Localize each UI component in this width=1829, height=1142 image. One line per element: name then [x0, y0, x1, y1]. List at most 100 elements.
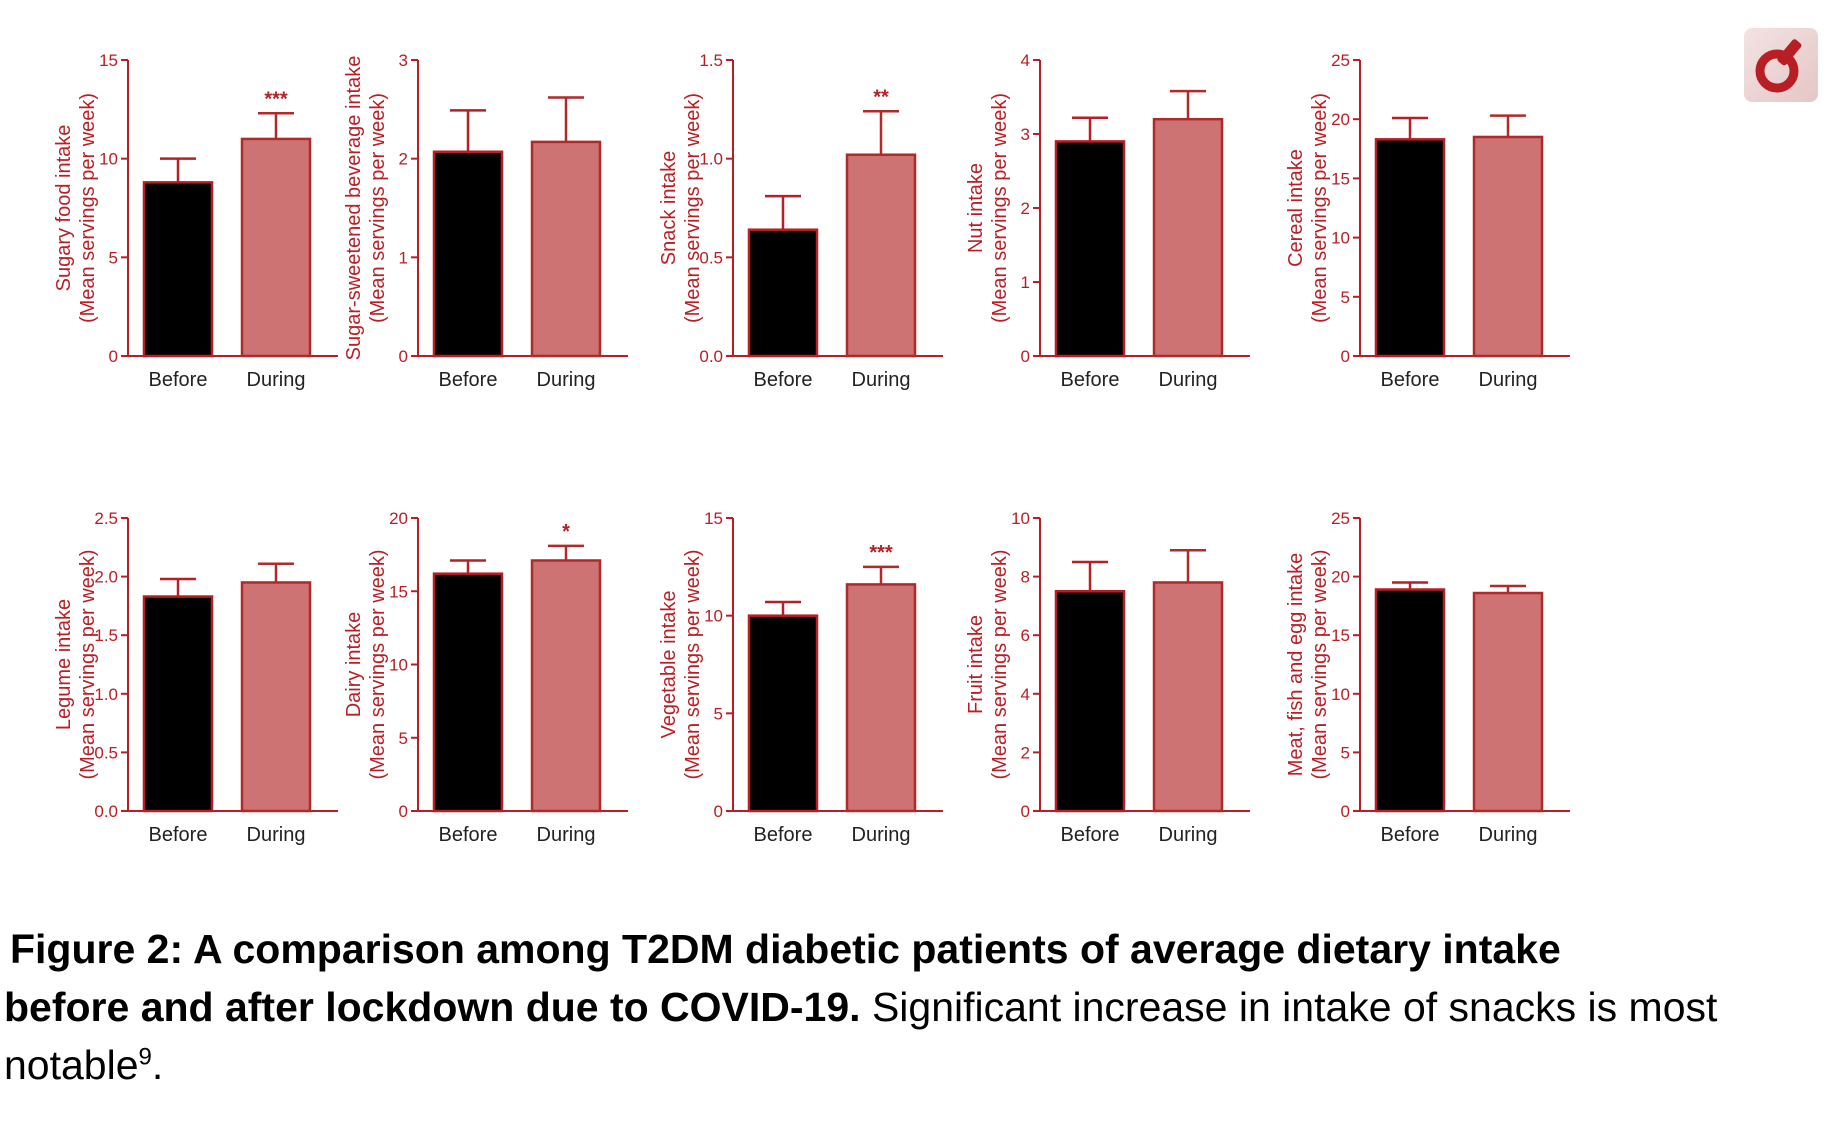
- y-tick-label: 20: [389, 509, 408, 528]
- bar-before: [142, 181, 214, 358]
- y-tick-label: 6: [1021, 626, 1030, 645]
- chart-panel-5: 0 5 10 15 20 25 Cereal intake (Mean servings pe…: [1285, 51, 1570, 391]
- bar-before: [747, 228, 819, 358]
- y-tick-label: 0: [1341, 802, 1350, 821]
- x-tick-label: During: [247, 824, 306, 846]
- y-tick-label: 10: [704, 607, 723, 626]
- bar-during: [845, 583, 917, 813]
- y-axis-label: Sugar-sweetened beverage intake: [343, 56, 365, 361]
- y-tick-label: 15: [389, 582, 408, 601]
- y-axis-label: Fruit intake: [965, 615, 987, 714]
- bar-during: [530, 559, 602, 813]
- y-tick-label: 15: [1331, 626, 1350, 645]
- bar-during: [1472, 135, 1544, 358]
- x-tick-label: Before: [149, 824, 208, 846]
- chart-panel-1: 0 5 10 15 Sugary food intake (Mean servings p…: [53, 51, 338, 391]
- bar-before: [747, 614, 819, 813]
- y-tick-label: 25: [1331, 51, 1350, 70]
- y-tick-label: 1: [399, 248, 408, 267]
- journal-logo-icon: [1755, 39, 1802, 93]
- bar-before: [432, 150, 504, 358]
- y-tick-label: 10: [1011, 509, 1030, 528]
- y-tick-label: 0.5: [699, 248, 723, 267]
- y-tick-label: 15: [1331, 169, 1350, 188]
- y-tick-label: 1: [1021, 273, 1030, 292]
- y-tick-label: 1.0: [699, 150, 723, 169]
- y-axis-label-units: (Mean servings per week): [989, 93, 1011, 323]
- y-tick-label: 5: [399, 729, 408, 748]
- bar-during: [530, 140, 602, 358]
- x-tick-label: Before: [754, 824, 813, 846]
- x-tick-label: During: [537, 824, 596, 846]
- bar-during: [240, 581, 312, 813]
- x-tick-label: Before: [1061, 369, 1120, 391]
- significance-marker: ***: [869, 542, 893, 564]
- figure-caption: Figure 2: A comparison among T2DM diabet…: [4, 920, 1819, 1094]
- y-axis-label-units: (Mean servings per week): [77, 549, 99, 779]
- y-tick-label: 0.5: [94, 743, 118, 762]
- y-tick-label: 2.5: [94, 509, 118, 528]
- y-tick-label: 5: [714, 704, 723, 723]
- y-axis-label: Legume intake: [53, 599, 75, 730]
- y-axis-label-units: (Mean servings per week): [367, 549, 389, 779]
- y-axis-label-units: (Mean servings per week): [1309, 549, 1331, 779]
- bar-before: [1374, 138, 1446, 358]
- y-axis-label: Nut intake: [965, 163, 987, 253]
- x-tick-label: During: [1159, 369, 1218, 391]
- y-tick-label: 10: [99, 150, 118, 169]
- chart-panel-2: 0 1 2 3 Sugar-sweetened beverage intake (Mean…: [343, 51, 628, 391]
- y-axis-label: Sugary food intake: [53, 125, 75, 292]
- y-tick-label: 0: [1021, 347, 1030, 366]
- bar-during: [1472, 591, 1544, 813]
- bar-before: [432, 572, 504, 813]
- y-tick-label: 2.0: [94, 568, 118, 587]
- y-axis-label: Dairy intake: [343, 612, 365, 718]
- y-tick-label: 0.0: [94, 802, 118, 821]
- y-tick-label: 1.5: [94, 626, 118, 645]
- x-tick-label: Before: [149, 369, 208, 391]
- y-tick-label: 5: [1341, 743, 1350, 762]
- x-tick-label: During: [1159, 824, 1218, 846]
- caption-text: Significant increase in intake of snacks…: [4, 984, 1718, 1088]
- y-tick-label: 5: [1341, 288, 1350, 307]
- bar-during: [240, 137, 312, 358]
- journal-logo: [1744, 28, 1818, 102]
- y-tick-label: 4: [1021, 51, 1030, 70]
- y-tick-label: 0: [1021, 802, 1030, 821]
- y-axis-label-units: (Mean servings per week): [682, 549, 704, 779]
- chart-panel-8: 0 5 10 15 Vegetable intake (Mean servings per…: [658, 509, 943, 846]
- y-tick-label: 3: [1021, 125, 1030, 144]
- y-tick-label: 2: [1021, 743, 1030, 762]
- y-tick-label: 10: [1331, 229, 1350, 248]
- x-tick-label: Before: [1381, 824, 1440, 846]
- caption-title-line1: Figure 2: A comparison among T2DM diabet…: [10, 926, 1561, 972]
- y-tick-label: 10: [1331, 685, 1350, 704]
- x-tick-label: During: [537, 369, 596, 391]
- bar-before: [142, 595, 214, 813]
- y-axis-label-units: (Mean servings per week): [989, 549, 1011, 779]
- x-tick-label: Before: [754, 369, 813, 391]
- bar-during: [1152, 581, 1224, 813]
- bar-during: [1152, 117, 1224, 358]
- bar-before: [1054, 590, 1126, 813]
- y-axis-label-units: (Mean servings per week): [1309, 93, 1331, 323]
- x-tick-label: Before: [439, 824, 498, 846]
- x-tick-label: During: [852, 824, 911, 846]
- bar-before: [1374, 588, 1446, 813]
- y-tick-label: 15: [99, 51, 118, 70]
- y-tick-label: 8: [1021, 568, 1030, 587]
- chart-panel-7: 0 5 10 15 20 Dairy intake (Mean servings per w…: [343, 509, 628, 846]
- caption-title-line2: before and after lockdown due to COVID-1…: [4, 984, 861, 1030]
- caption-reference: 9: [138, 1043, 152, 1071]
- y-axis-label-units: (Mean servings per week): [367, 93, 389, 323]
- y-axis-label: Vegetable intake: [658, 591, 680, 739]
- y-tick-label: 0.0: [699, 347, 723, 366]
- chart-panel-10: 0 5 10 15 20 25 Meat, fish and egg intake (Mean…: [1285, 509, 1570, 846]
- y-tick-label: 1.5: [699, 51, 723, 70]
- y-tick-label: 25: [1331, 509, 1350, 528]
- y-tick-label: 20: [1331, 110, 1350, 129]
- x-tick-label: Before: [1061, 824, 1120, 846]
- y-tick-label: 1.0: [94, 685, 118, 704]
- y-tick-label: 2: [399, 150, 408, 169]
- y-tick-label: 4: [1021, 685, 1030, 704]
